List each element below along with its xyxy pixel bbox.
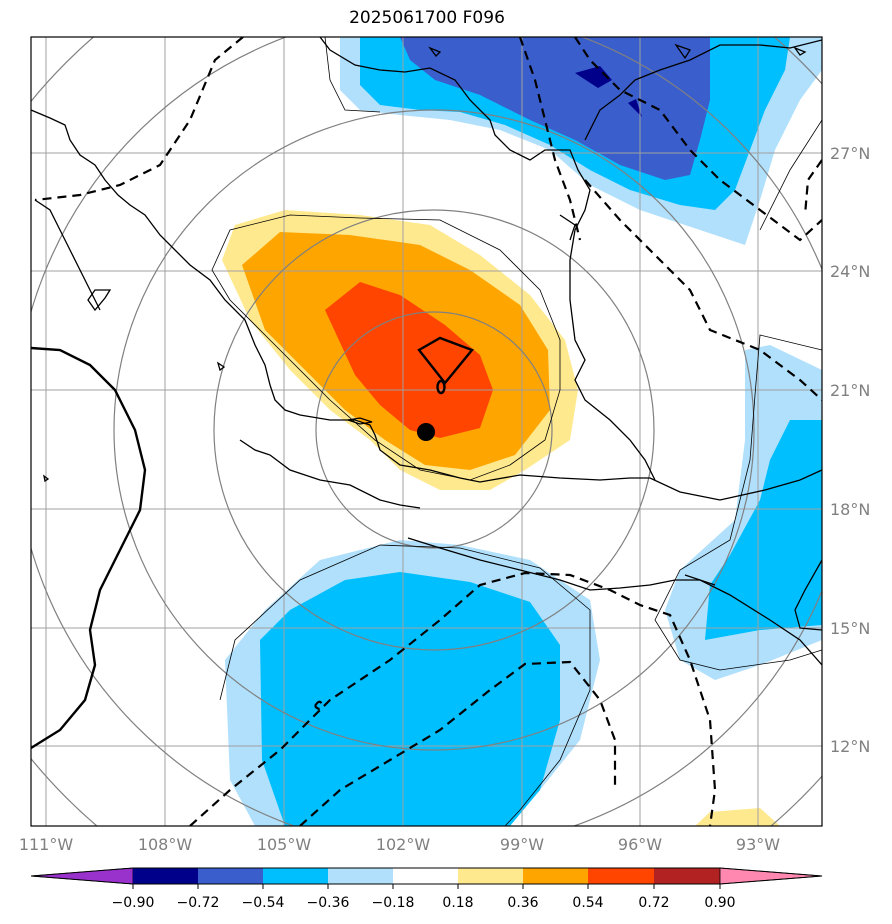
- colorbar-extend-low: [30, 867, 134, 885]
- positive-anomaly-central: [222, 210, 578, 490]
- colorbar-segment: [263, 868, 328, 884]
- colorbar-segment: [654, 868, 720, 884]
- colorbar-label: 0.72: [638, 895, 669, 911]
- graticule: [31, 37, 822, 826]
- dashed-contours: [34, 37, 822, 826]
- map-frame: [30, 36, 823, 827]
- colorbar-segment: [588, 868, 654, 884]
- lat-label: 27°N: [830, 144, 870, 163]
- colorbar-segment: [393, 868, 458, 884]
- colorbar-label: 0.36: [507, 895, 538, 911]
- negative-anomaly-north: [340, 37, 822, 245]
- colorbar-label: −0.72: [177, 895, 220, 911]
- lat-label: 21°N: [830, 381, 870, 400]
- lat-label: 18°N: [830, 500, 870, 519]
- lon-label: 99°W: [500, 835, 544, 854]
- lat-label: 12°N: [830, 737, 870, 756]
- colorbar-segment: [458, 868, 523, 884]
- colorbar-label: −0.18: [372, 895, 415, 911]
- colorbar-label: 0.18: [442, 895, 473, 911]
- colorbar-label: 0.54: [572, 895, 603, 911]
- colorbar-label: −0.90: [112, 895, 155, 911]
- colorbar-segment: [328, 868, 393, 884]
- thin-contours: [211, 37, 822, 826]
- lat-label: 24°N: [830, 262, 870, 281]
- negative-anomaly-south: [225, 540, 600, 826]
- thick-contours: [31, 336, 474, 750]
- lon-label: 111°W: [19, 835, 74, 854]
- lon-label: 108°W: [138, 835, 193, 854]
- map-title: 2025061700 F096: [349, 8, 505, 28]
- lat-label: 15°N: [830, 619, 870, 638]
- positive-anomaly-southeast: [695, 808, 780, 826]
- lon-label: 102°W: [376, 835, 431, 854]
- lon-label: 105°W: [257, 835, 312, 854]
- longitude-labels: 111°W 108°W 105°W 102°W 99°W 96°W 93°W: [19, 835, 780, 854]
- colorbar-segment: [133, 868, 198, 884]
- colorbar-segment: [523, 868, 588, 884]
- colorbar-label: 0.90: [704, 895, 735, 911]
- colorbar-segment: [198, 868, 263, 884]
- latitude-labels: 27°N 24°N 21°N 18°N 15°N 12°N: [830, 144, 870, 756]
- colorbar-extend-high: [719, 867, 823, 885]
- colorbar: −0.90 −0.72 −0.54 −0.36 −0.18 0.18 0.36 …: [30, 867, 823, 911]
- colorbar-label: −0.54: [242, 895, 285, 911]
- colorbar-label: −0.36: [307, 895, 350, 911]
- storm-center-marker: [417, 423, 435, 441]
- lon-label: 93°W: [736, 835, 780, 854]
- lon-label: 96°W: [618, 835, 662, 854]
- coastlines: [31, 37, 822, 666]
